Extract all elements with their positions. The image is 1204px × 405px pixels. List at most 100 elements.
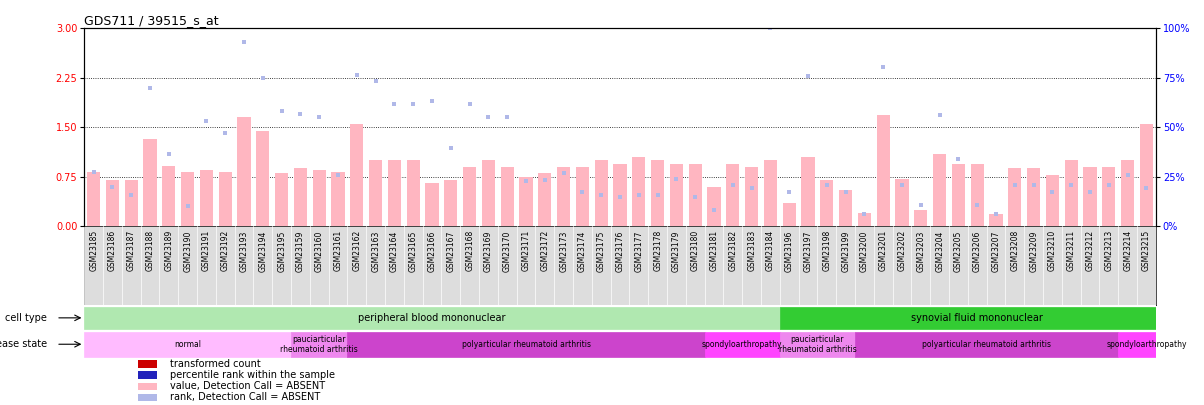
Point — [385, 101, 405, 107]
Text: GSM23192: GSM23192 — [220, 230, 230, 271]
Bar — [84, 307, 780, 329]
Bar — [163, 166, 176, 226]
Point — [196, 117, 216, 124]
Point — [1025, 182, 1044, 189]
Text: GSM23186: GSM23186 — [108, 230, 117, 271]
Point — [403, 101, 423, 107]
Point — [1043, 189, 1062, 195]
Bar — [689, 164, 702, 226]
Bar — [970, 164, 984, 226]
Point — [178, 203, 197, 210]
Text: transformed count: transformed count — [170, 359, 261, 369]
Text: GSM23196: GSM23196 — [785, 230, 793, 271]
Point — [892, 182, 911, 189]
Bar — [464, 167, 477, 226]
Text: GSM23178: GSM23178 — [653, 230, 662, 271]
Point — [610, 193, 630, 200]
Text: GSM23195: GSM23195 — [277, 230, 287, 271]
Point — [1062, 182, 1081, 189]
Bar — [839, 190, 852, 226]
Point — [818, 182, 837, 189]
Text: GSM23174: GSM23174 — [578, 230, 588, 271]
Point — [536, 177, 555, 183]
Text: GSM23215: GSM23215 — [1141, 230, 1151, 271]
Point — [1099, 182, 1119, 189]
Bar — [125, 180, 137, 226]
Text: rank, Detection Call = ABSENT: rank, Detection Call = ABSENT — [170, 392, 320, 402]
Point — [855, 211, 874, 217]
Bar — [425, 183, 438, 226]
Text: GSM23160: GSM23160 — [314, 230, 324, 271]
Bar — [388, 160, 401, 226]
Text: polyarticular rheumatoid arthritis: polyarticular rheumatoid arthritis — [461, 340, 591, 349]
Bar — [1046, 175, 1060, 226]
Bar — [137, 360, 158, 368]
Bar — [632, 157, 645, 226]
Bar — [763, 160, 777, 226]
Point — [724, 182, 743, 189]
Text: GSM23199: GSM23199 — [842, 230, 850, 271]
Bar — [614, 164, 626, 226]
Text: GSM23177: GSM23177 — [635, 230, 643, 271]
Bar — [595, 160, 608, 226]
Point — [102, 183, 122, 190]
Bar — [990, 214, 1003, 226]
Text: GSM23208: GSM23208 — [1010, 230, 1020, 271]
Text: pauciarticular
rheumatoid arthritis: pauciarticular rheumatoid arthritis — [281, 335, 358, 354]
Bar — [1119, 332, 1175, 357]
Bar — [896, 179, 909, 226]
Bar — [858, 213, 870, 226]
Point — [929, 112, 949, 119]
Bar — [291, 332, 348, 357]
Point — [761, 25, 780, 32]
Text: GSM23207: GSM23207 — [992, 230, 1001, 271]
Bar — [783, 203, 796, 226]
Point — [1119, 171, 1138, 178]
Text: GSM23191: GSM23191 — [202, 230, 211, 271]
Bar — [669, 164, 683, 226]
Bar — [407, 160, 420, 226]
Point — [141, 85, 160, 91]
Point — [573, 189, 592, 195]
Text: GSM23166: GSM23166 — [427, 230, 437, 271]
Text: GSM23159: GSM23159 — [296, 230, 305, 271]
Bar — [137, 394, 158, 401]
Point — [874, 63, 893, 70]
Bar — [855, 332, 1119, 357]
Text: GSM23197: GSM23197 — [803, 230, 813, 271]
Text: GDS711 / 39515_s_at: GDS711 / 39515_s_at — [84, 14, 219, 27]
Text: GSM23170: GSM23170 — [503, 230, 512, 271]
Bar — [106, 180, 119, 226]
Text: GSM23189: GSM23189 — [165, 230, 173, 271]
Point — [479, 114, 498, 121]
Bar — [1121, 160, 1134, 226]
Bar — [1027, 168, 1040, 226]
Point — [648, 191, 667, 198]
Point — [441, 145, 460, 151]
Point — [253, 75, 272, 81]
Point — [911, 202, 931, 208]
Text: GSM23202: GSM23202 — [897, 230, 907, 271]
Text: GSM23213: GSM23213 — [1104, 230, 1114, 271]
Text: GSM23168: GSM23168 — [465, 230, 474, 271]
Text: GSM23198: GSM23198 — [822, 230, 831, 271]
Text: GSM23200: GSM23200 — [860, 230, 869, 271]
Bar — [802, 157, 815, 226]
Point — [591, 191, 610, 198]
Bar — [501, 167, 514, 226]
Text: GSM23163: GSM23163 — [371, 230, 380, 271]
Bar — [780, 307, 1175, 329]
Text: GSM23203: GSM23203 — [916, 230, 926, 271]
Text: GSM23162: GSM23162 — [353, 230, 361, 271]
Point — [347, 71, 366, 78]
Text: synovial fluid mononuclear: synovial fluid mononuclear — [911, 313, 1043, 323]
Text: GSM23176: GSM23176 — [615, 230, 625, 271]
Text: pauciarticular
rheumatoid arthritis: pauciarticular rheumatoid arthritis — [779, 335, 856, 354]
Point — [1080, 189, 1099, 195]
Text: GSM23182: GSM23182 — [728, 230, 737, 271]
Bar — [219, 172, 232, 226]
Text: spondyloarthropathy: spondyloarthropathy — [1106, 340, 1187, 349]
Point — [836, 189, 855, 195]
Bar — [350, 124, 364, 226]
Bar — [444, 180, 458, 226]
